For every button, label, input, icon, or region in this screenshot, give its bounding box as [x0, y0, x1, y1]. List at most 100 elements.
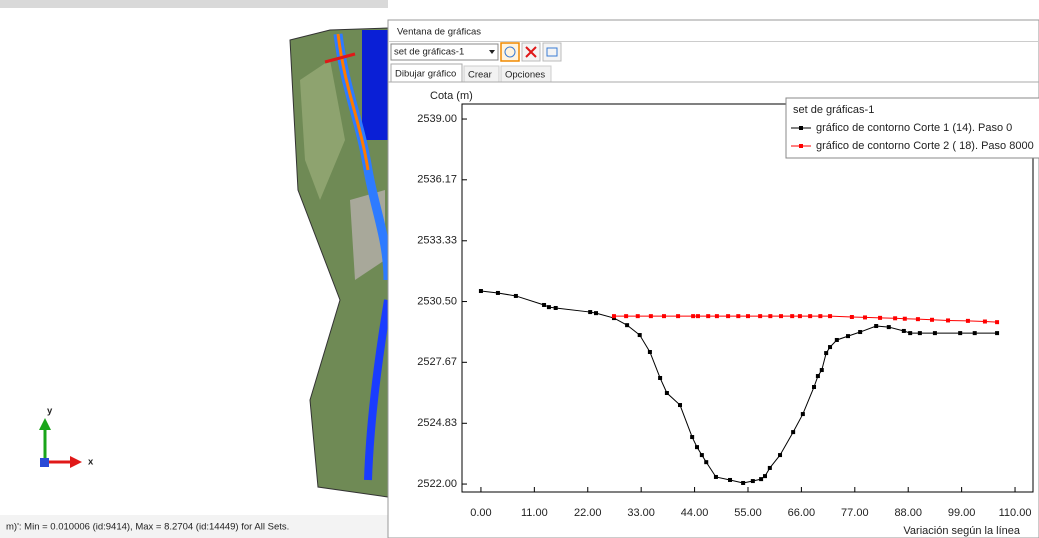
button-draw[interactable] [501, 43, 519, 61]
point [916, 317, 920, 321]
axis-icon-z [40, 458, 49, 467]
tab-label: Opciones [505, 70, 545, 81]
point [690, 435, 694, 439]
x-tick-label: 11.00 [521, 507, 548, 519]
point [918, 331, 922, 335]
x-tick-label: 77.00 [841, 507, 869, 519]
legend-marker [799, 126, 803, 130]
x-tick-label: 99.00 [948, 507, 976, 519]
point [858, 330, 862, 334]
point [625, 323, 629, 327]
point [887, 325, 891, 329]
point [878, 316, 882, 320]
legend-label: gráfico de contorno Corte 2 ( 18). Paso … [816, 140, 1034, 152]
point [676, 314, 680, 318]
point [638, 333, 642, 337]
point [828, 345, 832, 349]
x-tick-label: 33.00 [627, 507, 655, 519]
point [612, 314, 616, 318]
tab-label: Crear [468, 70, 492, 81]
point [863, 315, 867, 319]
point [828, 314, 832, 318]
point [846, 334, 850, 338]
point [801, 412, 805, 416]
point [835, 338, 839, 342]
point [594, 311, 598, 315]
point [790, 314, 794, 318]
y-tick-label: 2522.00 [417, 478, 457, 490]
point [903, 317, 907, 321]
x-tick-label: 0.00 [470, 507, 491, 519]
point [658, 376, 662, 380]
axis-icon-label: y [47, 406, 53, 417]
point [983, 320, 987, 324]
point [695, 445, 699, 449]
point [791, 430, 795, 434]
point [746, 314, 750, 318]
point [768, 466, 772, 470]
point [547, 305, 551, 309]
point [902, 329, 906, 333]
point [995, 320, 999, 324]
button-export[interactable] [543, 43, 561, 61]
point [691, 314, 695, 318]
top-bar [0, 0, 388, 8]
tab-label: Dibujar gráfico [395, 69, 456, 80]
point [700, 453, 704, 457]
x-tick-label: 55.00 [734, 507, 762, 519]
map-water [362, 30, 388, 140]
legend-marker [799, 144, 803, 148]
point [824, 351, 828, 355]
x-axis-label: Variación según la línea [903, 525, 1020, 537]
point [763, 474, 767, 478]
plot-area [462, 104, 1033, 492]
screen: y x m)': Min = 0.010006 (id:9414), Max =… [0, 0, 1039, 538]
point [818, 314, 822, 318]
point [930, 318, 934, 322]
point [588, 310, 592, 314]
point [808, 314, 812, 318]
point [995, 331, 999, 335]
point [820, 368, 824, 372]
point [958, 331, 962, 335]
y-tick-label: 2533.33 [417, 235, 457, 247]
legend-title: set de gráficas-1 [793, 104, 874, 116]
dropdown-text: set de gráficas-1 [394, 47, 464, 58]
window-title: Ventana de gráficas [397, 27, 481, 38]
point [779, 314, 783, 318]
separator [388, 41, 1039, 42]
point [966, 319, 970, 323]
point [706, 314, 710, 318]
point [768, 314, 772, 318]
y-axis-label: Cota (m) [430, 90, 473, 102]
point [759, 477, 763, 481]
point [850, 315, 854, 319]
point [554, 306, 558, 310]
axis-icon-label: x [88, 457, 94, 468]
y-tick-label: 2524.83 [417, 417, 457, 429]
point [479, 289, 483, 293]
point [678, 403, 682, 407]
point [741, 481, 745, 485]
y-tick-label: 2536.17 [417, 174, 457, 186]
point [715, 314, 719, 318]
point [751, 479, 755, 483]
point [778, 453, 782, 457]
x-tick-label: 110.00 [999, 507, 1032, 519]
point [973, 331, 977, 335]
point [758, 314, 762, 318]
point [665, 391, 669, 395]
point [648, 350, 652, 354]
point [496, 291, 500, 295]
point [696, 314, 700, 318]
y-tick-label: 2539.00 [417, 113, 457, 125]
point [704, 460, 708, 464]
x-tick-label: 88.00 [894, 507, 922, 519]
point [812, 385, 816, 389]
x-tick-label: 22.00 [574, 507, 602, 519]
point [662, 314, 666, 318]
x-tick-label: 44.00 [681, 507, 709, 519]
point [908, 331, 912, 335]
point [514, 294, 518, 298]
point [714, 475, 718, 479]
